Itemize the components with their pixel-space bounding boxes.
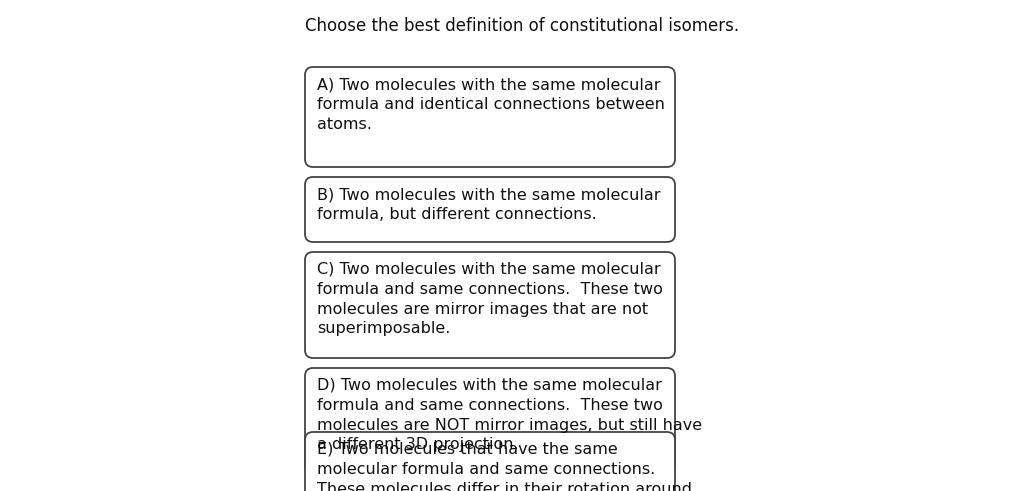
- FancyBboxPatch shape: [305, 432, 675, 491]
- Text: C) Two molecules with the same molecular
formula and same connections.  These tw: C) Two molecules with the same molecular…: [317, 262, 663, 336]
- Text: Choose the best definition of constitutional isomers.: Choose the best definition of constituti…: [305, 17, 739, 35]
- Text: D) Two molecules with the same molecular
formula and same connections.  These tw: D) Two molecules with the same molecular…: [317, 378, 702, 452]
- Text: A) Two molecules with the same molecular
formula and identical connections betwe: A) Two molecules with the same molecular…: [317, 77, 665, 132]
- FancyBboxPatch shape: [305, 252, 675, 358]
- FancyBboxPatch shape: [305, 67, 675, 167]
- Text: E) Two molecules that have the same
molecular formula and same connections.
Thes: E) Two molecules that have the same mole…: [317, 442, 692, 491]
- Text: B) Two molecules with the same molecular
formula, but different connections.: B) Two molecules with the same molecular…: [317, 187, 660, 222]
- FancyBboxPatch shape: [305, 177, 675, 242]
- FancyBboxPatch shape: [305, 368, 675, 474]
